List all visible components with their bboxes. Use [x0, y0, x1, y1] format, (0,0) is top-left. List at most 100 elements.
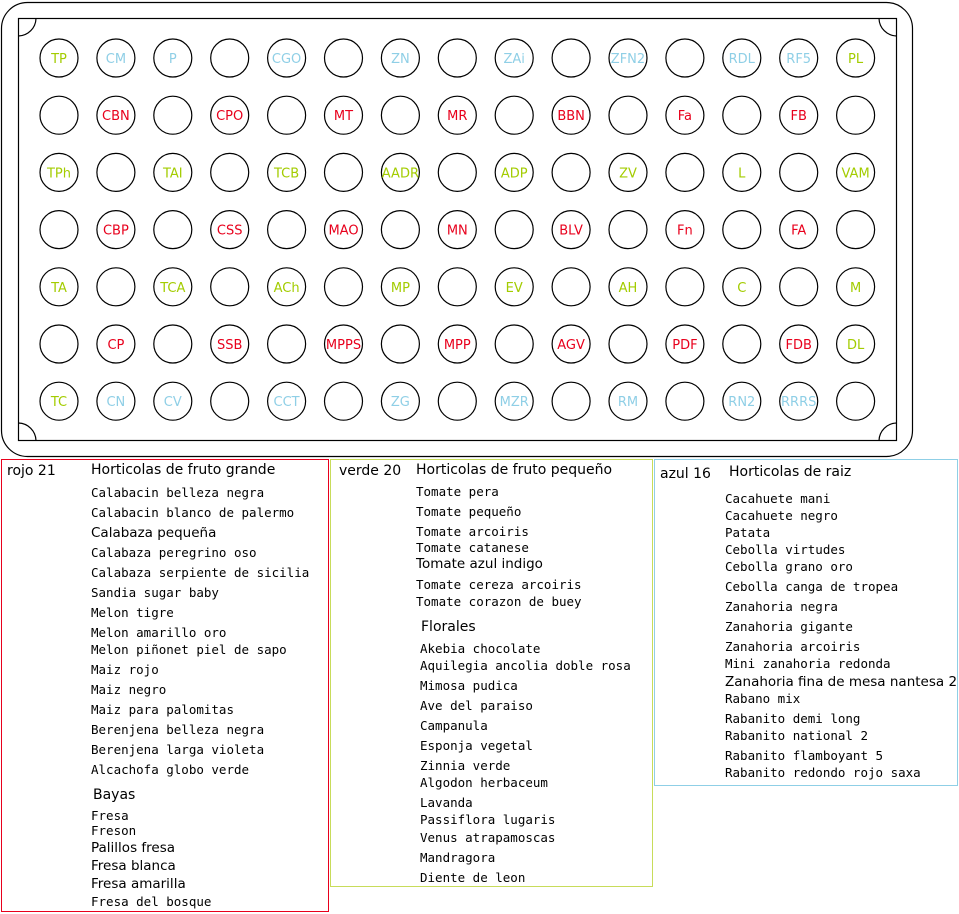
list-item: Sandia sugar baby: [91, 585, 219, 600]
tray-cell: [380, 152, 420, 192]
cell-label: TC: [50, 395, 67, 410]
list-item: Akebia chocolate: [420, 641, 541, 656]
list-item: Maiz para palomitas: [91, 702, 234, 717]
list-item: Tomate arcoiris: [416, 524, 529, 539]
tray-corner: [878, 18, 897, 37]
cell-label: CN: [106, 395, 125, 410]
list-item: Rabanito national 2: [725, 728, 868, 743]
list-item: Fresa blanca: [91, 858, 176, 874]
cell-label: ADP: [501, 166, 528, 181]
list-item: Tomate pequeño: [416, 504, 522, 519]
cell-label: TCA: [159, 281, 185, 296]
cell-label: Fa: [678, 109, 692, 124]
list-item: Zanahoria negra: [725, 599, 838, 614]
cell-label: RF5: [786, 52, 811, 67]
tray-cell: [608, 267, 648, 307]
cell-label: RDL: [729, 52, 756, 67]
tray-cell: [494, 324, 534, 364]
tray-cell: [210, 267, 250, 307]
cell-label: MP: [391, 281, 410, 296]
tray-cell: [267, 324, 307, 364]
red-panel-title: Horticolas de fruto grande: [91, 462, 276, 478]
cell-label: CPO: [216, 109, 243, 124]
list-item: Rabanito flamboyant 5: [725, 748, 884, 763]
cell-label: VAM: [842, 166, 870, 181]
tray-cell: [551, 210, 591, 250]
list-item: Calabaza serpiente de sicilia: [91, 565, 310, 580]
list-item: Mini zanahoria redonda: [725, 656, 891, 671]
list-item: Cebolla grano oro: [725, 559, 853, 574]
tray-cell: [551, 95, 591, 135]
list-item: Freson: [91, 823, 137, 838]
cell-label: FB: [790, 109, 806, 124]
tray-corner: [878, 422, 897, 441]
list-item: Calabacin belleza negra: [91, 485, 265, 500]
cell-label: MR: [447, 109, 467, 124]
tray-cell: [96, 324, 136, 364]
tray-cell: [665, 324, 705, 364]
list-item: Lavanda: [420, 795, 473, 810]
cell-label: PL: [848, 52, 864, 67]
cell-label: MPP: [444, 338, 471, 353]
list-item: Cacahuete mani: [725, 491, 831, 506]
cell-label: TP: [50, 52, 67, 67]
tray-cell: [39, 381, 79, 421]
tray-cell: [323, 95, 364, 135]
cell-label: BLV: [559, 224, 583, 239]
tray-cell: [153, 324, 193, 364]
tray-cell: [835, 152, 876, 192]
tray-cell: [835, 267, 876, 307]
tray-cell: [494, 381, 534, 421]
tray-cell: [551, 38, 591, 78]
cell-label: P: [169, 52, 177, 67]
tray-cell: [210, 95, 250, 135]
red-panel: rojo 21 Horticolas de fruto grande Calab…: [1, 459, 329, 912]
tray-cell: [665, 210, 705, 250]
tray-cell: [267, 210, 307, 250]
list-item: Calabaza pequeña: [91, 525, 217, 541]
tray-cell: [551, 152, 591, 192]
cell-label: MT: [334, 109, 353, 124]
cell-label: TCB: [273, 166, 299, 181]
cell-label: RRRS: [781, 395, 816, 410]
list-item: Mimosa pudica: [420, 678, 518, 693]
tray-cell: [551, 267, 591, 307]
tray-cell: [437, 381, 477, 421]
tray-cell: [267, 152, 307, 192]
cell-label: C: [737, 281, 746, 296]
tray-cell: [779, 38, 819, 78]
cell-label: CV: [164, 395, 182, 410]
list-item: Rabano mix: [725, 691, 801, 706]
list-item: Algodon herbaceum: [420, 775, 548, 790]
green-panel-title: Horticolas de fruto pequeño: [416, 462, 613, 478]
cell-label: CCT: [274, 395, 300, 410]
cell-label: M: [850, 281, 861, 296]
list-item: Calabacin blanco de palermo: [91, 505, 295, 520]
list-item: Cebolla virtudes: [725, 542, 846, 557]
tray-cell: [722, 381, 762, 421]
tray-cell: [779, 381, 819, 421]
list-item: Esponja vegetal: [420, 738, 533, 753]
tray-cell: [380, 38, 420, 78]
list-item: Zanahoria fina de mesa nantesa 2: [725, 674, 958, 690]
tray-cell: [722, 210, 762, 250]
tray-cell: [779, 95, 819, 135]
tray-cell: [722, 324, 762, 364]
tray-cell: [608, 152, 648, 192]
tray-cell: [665, 95, 705, 135]
list-item: Tomate catanese: [416, 540, 529, 555]
cell-label: BBN: [557, 109, 585, 124]
cell-label: TAI: [162, 166, 183, 181]
cell-label: MPPS: [326, 338, 361, 353]
tray-cell: [267, 267, 307, 307]
cell-label: ZG: [391, 395, 410, 410]
tray-cell: [494, 152, 534, 192]
tray-cell: [551, 381, 591, 421]
list-item: Patata: [725, 525, 771, 540]
tray-cell: [96, 381, 136, 421]
tray-cell: [39, 324, 79, 364]
tray-cell: [96, 38, 136, 78]
list-item: Passiflora lugaris: [420, 812, 556, 827]
list-item: Rabanito demi long: [725, 711, 861, 726]
